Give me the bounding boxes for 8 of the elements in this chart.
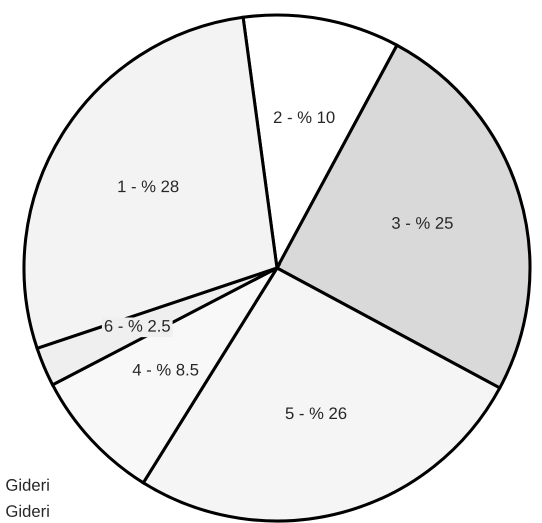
slice-label: 2 - % 10 bbox=[274, 111, 335, 124]
slice-label: 6 - % 2.5 bbox=[104, 320, 170, 332]
slice-label: 5 - % 26 bbox=[286, 407, 346, 420]
text: Gideri bbox=[6, 504, 49, 518]
text: Gideri bbox=[6, 478, 49, 491]
slice-label: 3 - % 25 bbox=[392, 217, 453, 229]
slice-label: 1 - % 28 bbox=[118, 180, 178, 192]
slice-label: 4 - % 8.5 bbox=[132, 364, 198, 376]
